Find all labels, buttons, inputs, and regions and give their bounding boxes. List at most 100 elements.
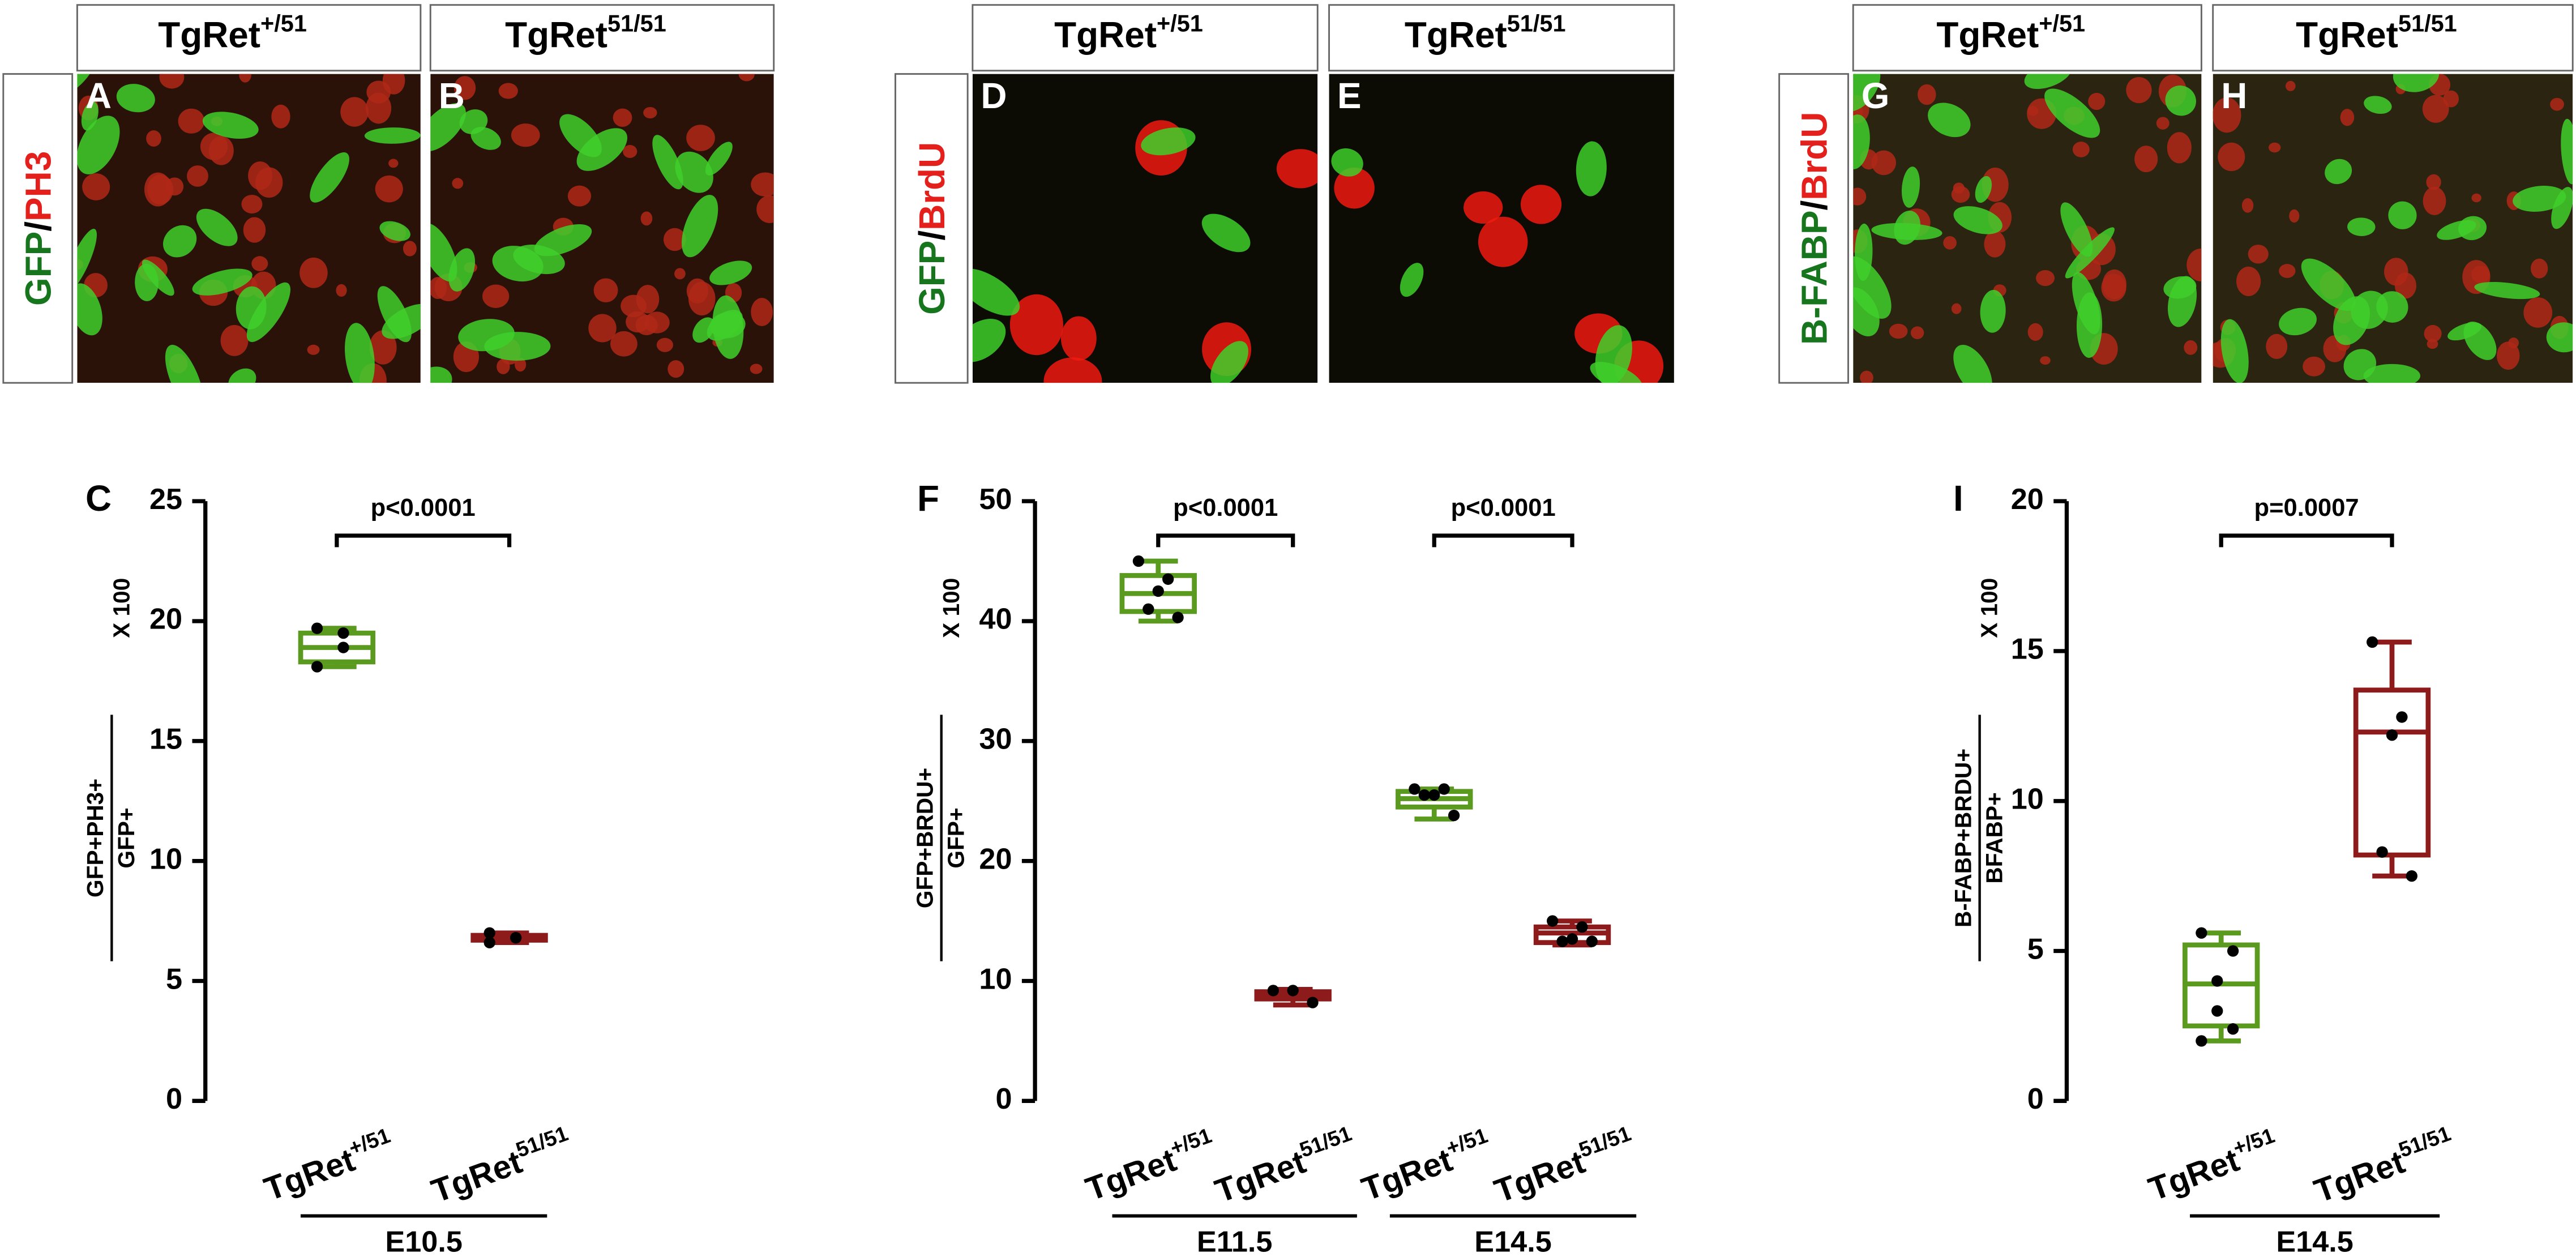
genotype-header: TgRet51/51 [505, 10, 666, 55]
red-cell [2423, 186, 2446, 215]
x-tick-label: TgRet51/51 [1209, 1121, 1360, 1210]
genotype-header-box [972, 4, 1319, 72]
red-cell [2036, 270, 2055, 287]
green-cell [2165, 85, 2196, 116]
red-cell [2236, 266, 2261, 296]
data-point [2227, 1023, 2239, 1035]
red-cell [307, 344, 320, 355]
red-cell [2213, 97, 2241, 133]
red-cell [2186, 249, 2202, 281]
green-cell [1201, 213, 1251, 253]
stain-part: / [912, 230, 952, 241]
data-point [1162, 573, 1174, 585]
y-tick-label: 5 [2027, 933, 2044, 965]
group-label: E11.5 [1197, 1226, 1273, 1257]
genotype-header-box [429, 4, 775, 72]
x-tick-label: TgRet51/51 [425, 1121, 577, 1210]
data-point [2196, 1035, 2207, 1047]
red-cell [613, 108, 632, 127]
green-cell [116, 84, 155, 113]
y-tick-label: 20 [2011, 483, 2044, 516]
red-cell [482, 284, 510, 308]
micrograph [77, 74, 421, 383]
genotype-header-box [76, 4, 422, 72]
y-tick-label: 0 [995, 1083, 1012, 1115]
stain-label: GFP/PH3 [18, 151, 58, 306]
data-point [1409, 783, 1420, 795]
panel-letter: I [1953, 478, 1963, 519]
red-cell [271, 104, 290, 129]
stain-part: / [18, 221, 58, 232]
y-tick-label: 40 [979, 603, 1012, 636]
y-tick-label: 25 [149, 483, 182, 516]
red-cell [1889, 323, 1908, 339]
red-cell [2523, 297, 2553, 328]
red-cell [2027, 323, 2043, 341]
y-axis-label: B-FABP+BRDU+ BFABP+ X 100 [1950, 578, 2007, 961]
red-cell [511, 123, 540, 147]
comparison-label: p<0.0001 [371, 494, 476, 521]
comparison-bracket [2219, 533, 2394, 548]
x-tick-label: TgRet+/51 [2142, 1123, 2283, 1208]
red-cell [2422, 95, 2449, 123]
green-cell [1576, 141, 1607, 196]
green-cell [2463, 322, 2497, 360]
x-tick-label-base: TgRet [1210, 1144, 1311, 1210]
green-cell [1331, 148, 1363, 177]
red-cell [2241, 198, 2254, 213]
stain-part: B-FABP [1794, 210, 1834, 345]
data-point [1586, 935, 1598, 947]
red-cell [336, 284, 347, 297]
comparison-label: p=0.0007 [2254, 494, 2359, 521]
panel-letter: B [439, 75, 465, 116]
y-tick-label: 10 [2011, 783, 2044, 816]
red-cell [452, 178, 464, 189]
y-label-denominator: BFABP+ [1981, 792, 2007, 883]
green-cell [709, 260, 752, 285]
stain-part: BrdU [912, 142, 952, 230]
red-cell [2040, 356, 2051, 365]
genotype-header: TgRet+/51 [1054, 10, 1203, 55]
data-point [1448, 809, 1460, 822]
red-cell [643, 106, 657, 119]
green-cell [228, 368, 256, 383]
green-cell [972, 268, 1020, 316]
red-cell [2285, 80, 2296, 91]
red-cell [2427, 339, 2438, 349]
green-cell [2546, 322, 2573, 353]
x-tick-label-sup: +/51 [1443, 1123, 1491, 1160]
data-point [1287, 985, 1299, 997]
red-cell [1853, 187, 1867, 206]
y-axis-label: GFP+BRDU+ GFP+ X 100 [912, 578, 969, 961]
x-tick-label-base: TgRet [427, 1144, 527, 1210]
green-cell [430, 223, 457, 282]
stain-part: GFP [912, 241, 952, 315]
green-cell [1853, 114, 1870, 169]
comparison-bracket [1432, 533, 1574, 548]
green-cell [202, 112, 259, 139]
green-cell [1400, 263, 1424, 297]
data-point [337, 627, 349, 639]
green-cell [246, 282, 290, 343]
red-cell [369, 330, 397, 365]
green-cell [135, 263, 159, 301]
green-cell [2279, 307, 2317, 336]
data-point [1418, 789, 1431, 801]
data-point [1576, 921, 1588, 933]
green-cell [2551, 187, 2573, 229]
red-cell [667, 360, 684, 378]
green-cell [1901, 166, 1920, 208]
red-cell [626, 311, 650, 333]
data-point [1152, 585, 1164, 597]
red-cell [1060, 316, 1097, 361]
green-cell [345, 323, 375, 383]
green-cell [1928, 102, 1971, 138]
red-cell [663, 228, 686, 251]
green-cell [1894, 211, 1920, 245]
data-point [483, 937, 495, 948]
y-tick-label: 10 [149, 843, 182, 875]
genotype-header-base: TgRet [2296, 15, 2398, 55]
green-cell [2561, 118, 2573, 185]
y-tick-label: 50 [979, 483, 1012, 516]
x-tick-label-sup: +/51 [345, 1123, 393, 1160]
